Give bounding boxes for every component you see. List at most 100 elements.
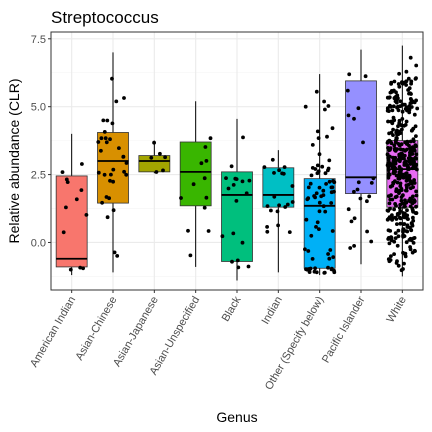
data-point [401,147,406,152]
data-point [391,127,395,132]
data-point [356,106,361,111]
data-point [386,168,391,173]
data-point [389,141,394,146]
data-point [314,191,319,196]
data-point [154,170,159,174]
data-point [398,152,403,156]
data-point [404,178,409,183]
x-tick-label: Black [220,294,244,324]
data-point [391,159,396,163]
data-point [290,200,295,204]
data-point [410,166,415,171]
data-point [231,183,236,187]
data-point [262,165,267,170]
data-point [276,223,280,228]
data-point [330,229,335,233]
data-point [391,155,395,160]
data-point [404,105,409,110]
data-point [401,193,405,198]
data-point [105,118,110,123]
data-point [394,138,398,142]
data-point [369,239,374,244]
data-point [199,161,204,166]
data-point [407,107,412,112]
data-point [411,126,416,131]
data-point [99,136,104,141]
data-point [326,104,331,108]
data-point [231,231,236,236]
data-point [241,135,245,140]
data-point [389,216,393,221]
data-point [114,99,119,104]
x-tick-label: American Indian [28,295,78,370]
data-point [306,249,311,253]
data-point [108,178,112,183]
data-point [390,197,395,202]
data-point [158,151,162,156]
data-point [285,202,290,207]
data-point [68,267,73,272]
data-point [161,168,165,173]
data-point [401,267,405,271]
data-point [179,196,183,200]
data-point [404,119,409,124]
data-point [405,142,409,146]
data-point [413,77,418,81]
data-point [323,171,328,176]
data-point [393,95,397,100]
data-point [102,172,107,177]
data-point [101,118,106,123]
data-point [386,237,391,241]
data-point [124,161,129,165]
data-point [309,173,314,178]
data-point [396,132,401,137]
data-point [398,221,403,226]
box-indian [262,150,295,273]
data-point [403,198,407,203]
data-point [203,145,208,149]
data-point [314,225,318,229]
data-point [402,222,407,226]
data-point [346,207,351,212]
data-point [397,176,402,181]
data-point [61,230,66,235]
x-tick-label: Pacific Islander [320,294,368,365]
data-point [397,121,402,126]
data-point [388,162,392,167]
data-point [323,209,328,214]
data-point [414,204,418,209]
data-point [112,250,117,255]
data-point [99,148,103,153]
data-point [234,199,239,203]
data-point [102,130,107,134]
data-point [389,254,393,258]
data-point [411,139,416,144]
data-point [331,255,336,259]
data-point [282,165,287,170]
data-point [330,126,335,131]
data-point [398,202,403,207]
data-point [320,164,325,169]
data-point [352,189,356,194]
data-point [236,265,241,270]
y-axis: 0.0 2.5 5.0 7.5 [31,34,51,249]
data-point [397,170,402,174]
data-point [80,162,84,166]
data-point [392,207,396,212]
data-point [317,185,322,190]
data-point [345,88,350,93]
data-point [391,181,396,186]
y-tick-label: 0.0 [31,237,46,249]
data-point [387,241,392,246]
data-point [110,121,115,126]
data-point [304,217,309,222]
data-point [397,143,402,148]
data-point [332,189,336,194]
data-point [402,261,406,266]
data-point [395,259,399,263]
data-point [283,205,288,209]
data-point [64,205,68,210]
data-point [389,238,394,243]
data-point [202,205,207,210]
point-layer [60,55,420,275]
